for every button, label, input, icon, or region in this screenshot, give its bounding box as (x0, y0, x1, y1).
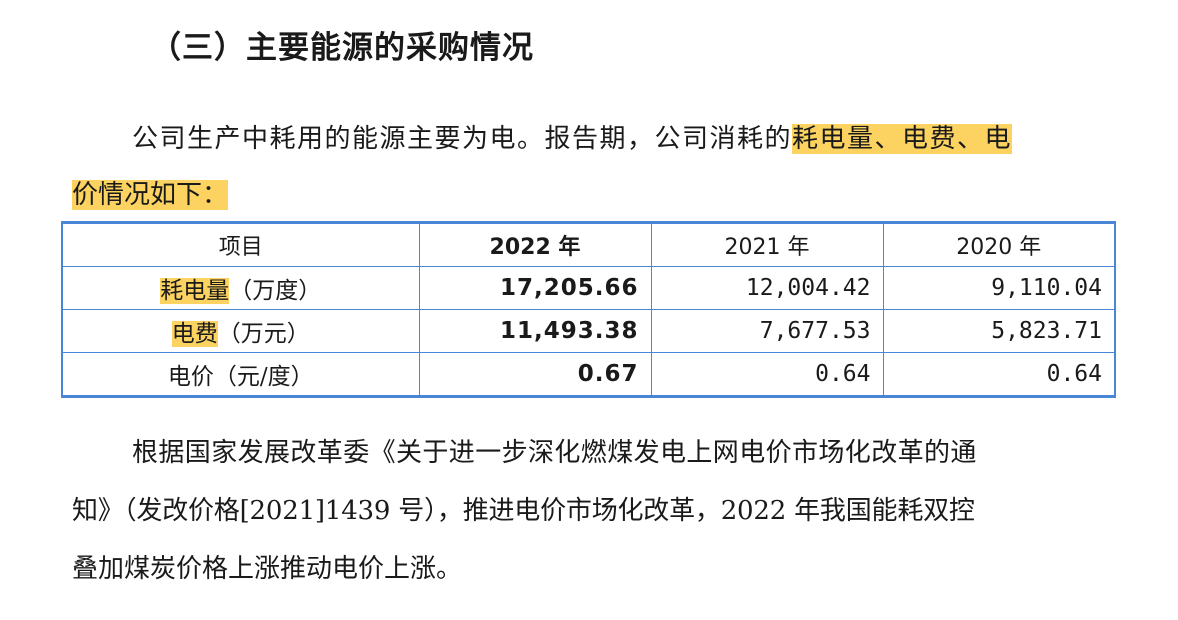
header-2022: 2022 年 (418, 222, 652, 267)
header-2020: 2020 年 (882, 222, 1116, 267)
cell-2022: 11,493.38 (418, 309, 652, 353)
cell-2021: 7,677.53 (650, 309, 884, 353)
intro-text: 公司生产中耗用的能源主要为电。报告期，公司消耗的 (132, 124, 793, 154)
row-label: 电费（万元） (61, 309, 420, 353)
header-2021: 2021 年 (650, 222, 884, 267)
table-row: 电费（万元） 11,493.38 7,677.53 5,823.71 (61, 309, 1116, 353)
intro-paragraph-line2: 价情况如下： (72, 174, 1112, 211)
body-paragraph-line2: 知》（发改价格[2021]1439 号），推进电价市场化改革，2022 年我国能… (72, 496, 975, 526)
intro-paragraph-line1: 公司生产中耗用的能源主要为电。报告期，公司消耗的耗电量、电费、电 (132, 118, 1172, 155)
cell-2021: 12,004.42 (650, 266, 884, 310)
row-label-highlight: 耗电量 (160, 278, 230, 304)
table-row: 耗电量（万度） 17,205.66 12,004.42 9,110.04 (61, 266, 1116, 310)
row-label-unit: 电价（元/度） (167, 364, 314, 390)
cell-2021: 0.64 (650, 352, 884, 397)
body-paragraph-line3: 叠加煤炭价格上涨推动电价上涨。 (72, 554, 463, 584)
cell-2022: 17,205.66 (418, 266, 652, 310)
row-label-unit: （万元） (217, 321, 310, 347)
body-paragraph-line1: 根据国家发展改革委《关于进一步深化燃煤发电上网电价市场化改革的通 (132, 438, 977, 468)
row-label-unit: （万度） (229, 278, 322, 304)
row-label: 电价（元/度） (61, 352, 420, 397)
table-row: 电价（元/度） 0.67 0.64 0.64 (61, 352, 1116, 397)
section-heading: （三）主要能源的采购情况 (150, 30, 534, 66)
cell-2020: 9,110.04 (882, 266, 1116, 310)
row-label: 耗电量（万度） (61, 266, 420, 310)
header-item: 项目 (61, 222, 420, 267)
cell-2022: 0.67 (418, 352, 652, 397)
table-header-row: 项目 2022 年 2021 年 2020 年 (61, 222, 1116, 267)
intro-highlight-a: 耗电量、电费、电 (792, 124, 1013, 154)
intro-highlight-b: 价情况如下： (72, 180, 229, 210)
cell-2020: 5,823.71 (882, 309, 1116, 353)
cell-2020: 0.64 (882, 352, 1116, 397)
row-label-highlight: 电费 (171, 321, 218, 347)
energy-table: 项目 2022 年 2021 年 2020 年 耗电量（万度） 17,205.6… (61, 221, 1116, 398)
